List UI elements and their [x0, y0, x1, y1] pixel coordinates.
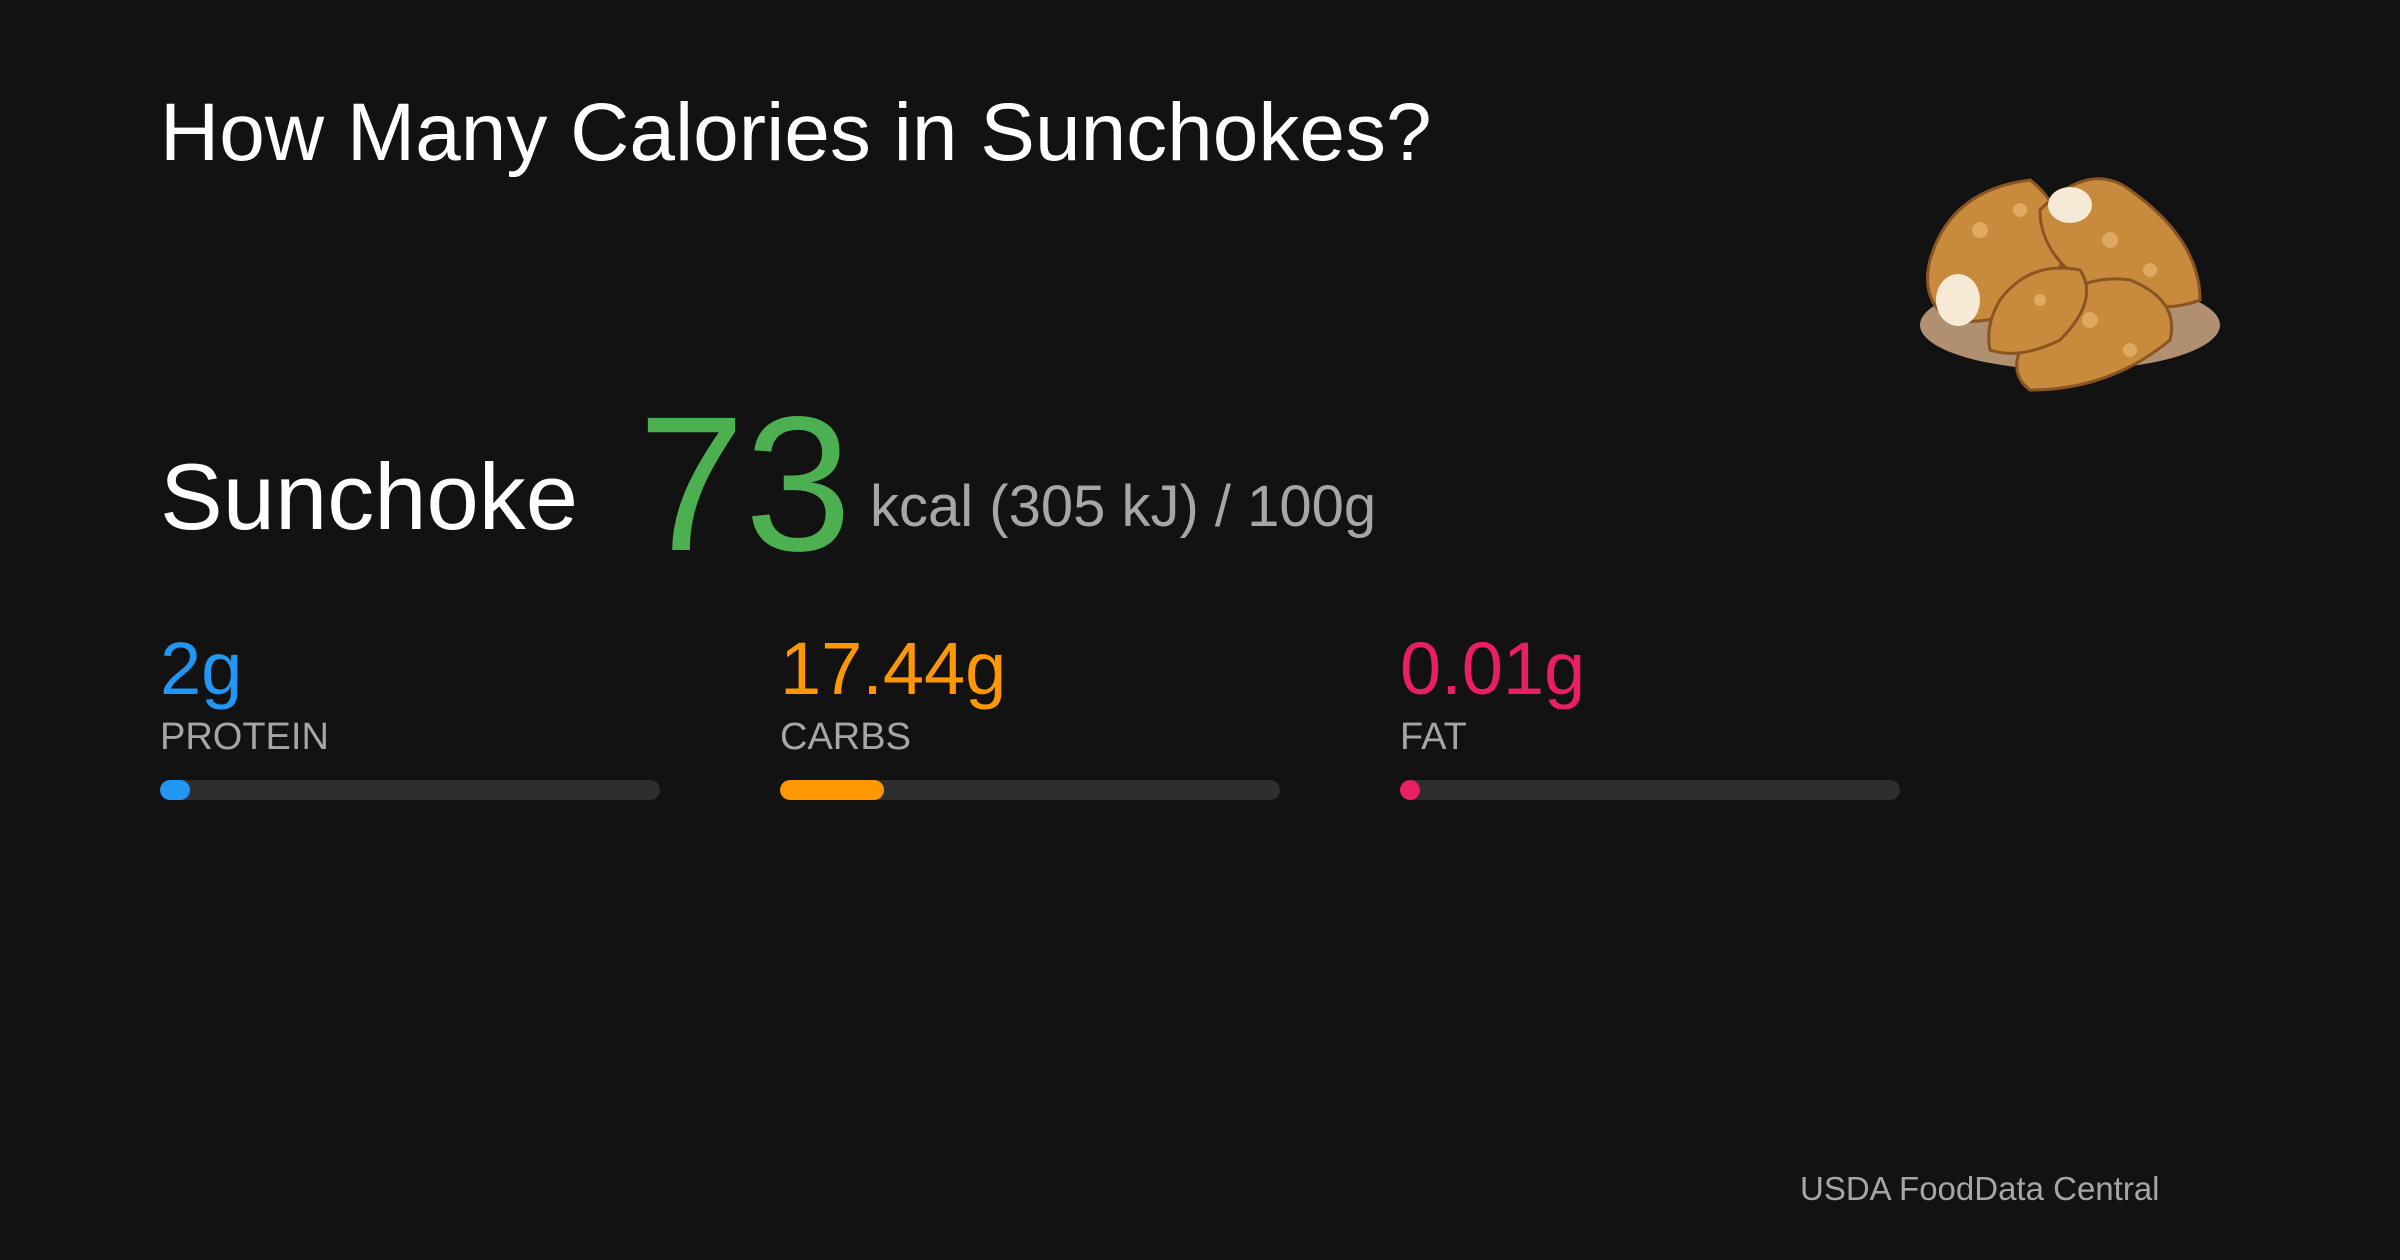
macro-value: 2g — [160, 627, 243, 710]
macro-value: 17.44g — [780, 627, 1007, 710]
title: How Many Calories in Sunchokes? — [160, 87, 1432, 178]
macro: 17.44g CARBS — [780, 632, 1280, 812]
macro: 0.01g FAT — [1400, 632, 1900, 812]
sunchoke-illustration — [1920, 177, 2220, 392]
macro: 2g PROTEIN — [160, 632, 660, 812]
macro-track — [160, 780, 660, 800]
macro-name: PROTEIN — [160, 716, 329, 758]
macro-value: 0.01g — [1400, 627, 1586, 710]
macro-name: FAT — [1400, 716, 1467, 758]
macro-track — [780, 780, 1280, 800]
source: USDA FoodData Central — [1800, 1170, 2160, 1207]
macro-name: CARBS — [780, 716, 911, 758]
macro-track — [1400, 780, 1900, 800]
food-name: Sunchoke — [160, 444, 579, 549]
macro-bar — [160, 780, 190, 800]
macro-bar — [780, 780, 884, 800]
calorie-unit: kcal (305 kJ) / 100g — [870, 474, 1377, 539]
macro-bar — [1400, 780, 1421, 800]
calories: 73 — [638, 376, 852, 591]
